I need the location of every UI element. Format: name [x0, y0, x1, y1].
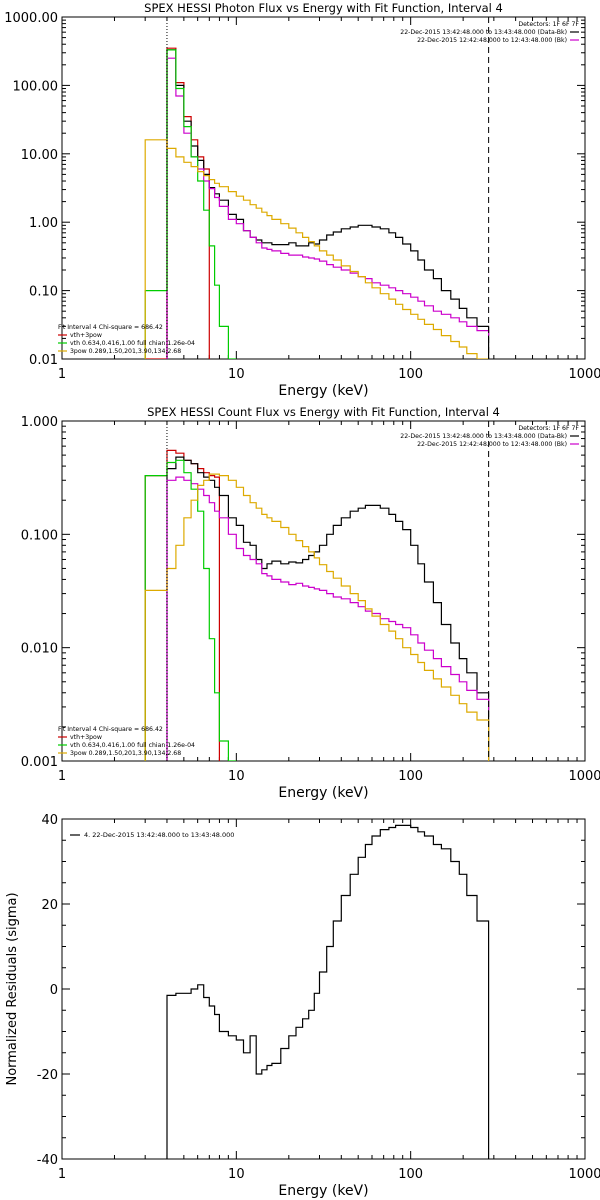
- legend-topright-text: Detectors: 1F 6F 7F: [518, 425, 579, 432]
- x-tick-label: 1000: [568, 769, 600, 784]
- y-tick-label: -20: [37, 1068, 58, 1083]
- x-tick-label: 1: [58, 367, 66, 382]
- legend-bottomleft-text: vth 0.634,0.416,1.00 full chian 1.26e-04: [70, 742, 195, 749]
- y-tick-label: 10.00: [21, 148, 58, 163]
- x-tick-label: 10: [228, 367, 245, 382]
- x-tick-label: 1: [58, 1167, 66, 1182]
- series-group: [166, 824, 490, 1159]
- y-tick-label: 0.010: [21, 642, 58, 657]
- series-group: [144, 47, 490, 359]
- series-line-4: [144, 49, 237, 359]
- y-tick-label: 1000.00: [4, 11, 58, 26]
- series-line-1: [144, 449, 220, 761]
- y-tick-label: 1.00: [29, 216, 58, 231]
- series-line-1: [166, 824, 490, 1159]
- x-tick-label: 1000: [568, 367, 600, 382]
- x-tick-label: 1000: [568, 1167, 600, 1182]
- series-line-2: [166, 456, 490, 761]
- plot-frame: [61, 16, 586, 360]
- y-tick-label: 20: [41, 898, 58, 913]
- chart-panel-3: 1 10 100 1000 Energy (keV) 40 20 0 -20 -40 Normali…: [5, 813, 600, 1199]
- chart-title: SPEX HESSI Count Flux vs Energy with Fit…: [147, 405, 500, 419]
- plot-frame: [61, 818, 586, 1160]
- y-tick-label: 40: [41, 813, 58, 828]
- legend-bottomleft-text: vth+3pow: [70, 332, 102, 339]
- y-tick-label: 0.100: [21, 528, 58, 543]
- series-line-4: [144, 459, 237, 761]
- y-tick-label: 100.00: [13, 79, 59, 94]
- x-tick-label: 1: [58, 769, 66, 784]
- y-tick-label: 0.001: [21, 755, 58, 770]
- legend-bottomleft-text: 3pow 0.289,1.50,201,3.90,134,2.68: [70, 750, 181, 757]
- chart-title: SPEX HESSI Photon Flux vs Energy with Fi…: [144, 1, 503, 15]
- plot-frame: [61, 420, 586, 762]
- y-tick-label: 0.01: [29, 353, 58, 368]
- y-tick-label: -40: [37, 1153, 58, 1168]
- series-line-1: [145, 47, 210, 359]
- x-axis-label: Energy (keV): [278, 785, 368, 801]
- x-tick-label: 10: [228, 769, 245, 784]
- x-tick-label: 100: [398, 367, 423, 382]
- chart-panel-2: SPEX HESSI Count Flux vs Energy with Fit…: [21, 405, 600, 801]
- y-tick-label: 1.000: [21, 415, 58, 430]
- legend-topright-text: 22-Dec-2015 12:42:48.000 to 12:43:48.000…: [417, 441, 567, 448]
- series-line-3: [166, 57, 490, 359]
- legend-topright-text: 22-Dec-2015 13:42:48.000 to 13:43:48.000…: [400, 433, 567, 440]
- legend-topleft-text: 4. 22-Dec-2015 13:42:48.000 to 13:43:48.…: [84, 831, 234, 839]
- y-tick-label: 0: [50, 983, 58, 998]
- y-tick-label: 0.10: [29, 285, 58, 300]
- legend-bottomleft-text: vth+3pow: [70, 734, 102, 741]
- x-tick-label: 10: [228, 1167, 245, 1182]
- series-line-5: [144, 139, 489, 359]
- x-tick-label: 100: [398, 1167, 423, 1182]
- x-axis-label: Energy (keV): [278, 383, 368, 399]
- legend-topright-text: 22-Dec-2015 12:42:48.000 to 12:43:48.000…: [417, 37, 567, 44]
- y-axis-label: Normalized Residuals (sigma): [5, 892, 20, 1085]
- series-line-5: [144, 473, 490, 761]
- series-line-2: [166, 49, 490, 359]
- legend-bottomleft-text: Fit Interval 4 Chi-square = 686.42: [58, 324, 163, 331]
- series-group: [144, 449, 490, 761]
- series-line-3: [166, 476, 490, 761]
- x-tick-label: 100: [398, 769, 423, 784]
- x-axis-label: Energy (keV): [278, 1183, 368, 1199]
- legend-topright-text: Detectors: 1F 6F 7F: [518, 21, 579, 28]
- chart-panel-1: SPEX HESSI Photon Flux vs Energy with Fi…: [4, 1, 600, 399]
- legend-bottomleft-text: vth 0.634,0.416,1.00 full chian 1.26e-04: [70, 340, 195, 347]
- legend-topright-text: 22-Dec-2015 13:42:48.000 to 13:43:48.000…: [400, 29, 567, 36]
- legend-bottomleft-text: 3pow 0.289,1.50,201,3.90,134,2.68: [70, 348, 181, 355]
- legend-bottomleft-text: Fit Interval 4 Chi-square = 686.42: [58, 726, 163, 733]
